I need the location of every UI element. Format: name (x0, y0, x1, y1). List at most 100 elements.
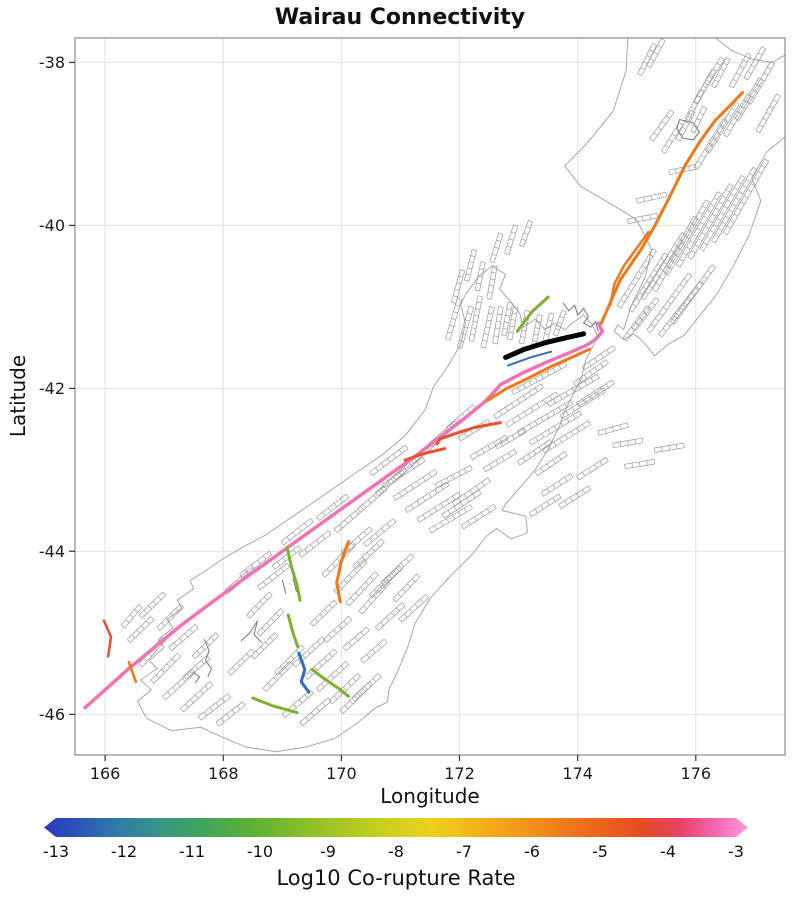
background-fault (416, 492, 462, 523)
plot-border (74, 37, 786, 756)
background-fault (624, 459, 656, 470)
background-fault (351, 673, 382, 702)
background-fault (705, 101, 740, 154)
otago-green-3-trace (310, 667, 350, 698)
background-fault (612, 437, 644, 449)
background-fault (687, 183, 734, 260)
wairau-source-black-trace (503, 331, 587, 360)
colorbar-tick-label: -4 (660, 842, 676, 861)
colorbar-tick-label: -3 (728, 842, 744, 861)
background-fault (546, 373, 600, 407)
colorbar-tick-label: -10 (246, 842, 274, 861)
background-fault (755, 93, 781, 134)
background-fault (375, 469, 406, 497)
background-fault (675, 191, 722, 268)
background-fault (480, 306, 495, 349)
north-island-east-branch-trace (608, 230, 650, 307)
background-fault (722, 158, 770, 236)
background-fault (183, 655, 211, 680)
background-fault (469, 434, 509, 460)
background-fault (345, 571, 379, 607)
coastline (136, 265, 598, 753)
x-tick-label: 172 (444, 764, 475, 783)
background-fault (162, 669, 196, 700)
y-axis-label: Latitude (6, 354, 30, 438)
otago-green-1-trace (285, 545, 302, 602)
colorbar-label: Log10 Co-rupture Rate (276, 866, 516, 890)
background-fault (445, 297, 463, 341)
background-fault (699, 175, 746, 252)
background-fault (215, 701, 246, 727)
background-fault (464, 248, 477, 282)
background-fault (256, 608, 285, 637)
background-fault (658, 280, 704, 338)
lake-outline (292, 578, 297, 593)
background-fault (711, 56, 731, 89)
background-fault (558, 485, 591, 509)
background-fault (197, 693, 231, 721)
background-fault (504, 224, 519, 255)
below-source-blue-trace (507, 350, 553, 367)
background-fault (398, 594, 429, 623)
hope-red-trace (435, 421, 502, 446)
north-island-east-main-trace (599, 91, 744, 325)
x-ticks: 166 168 170 172 174 176 (90, 755, 711, 783)
background-fault (299, 697, 332, 727)
background-fault (711, 166, 758, 244)
fiordland-orange-trace (127, 660, 138, 683)
background-fault (702, 56, 725, 89)
background-fault (316, 493, 349, 521)
lake-outline (562, 302, 599, 332)
x-tick-label: 168 (208, 764, 239, 783)
background-fault (310, 599, 338, 627)
background-fault (552, 309, 567, 337)
background-fault-layer (120, 38, 781, 727)
background-fault (250, 632, 279, 660)
background-fault (369, 565, 403, 599)
mackenzie-orange-trace (335, 540, 350, 604)
otago-green-2-trace (286, 613, 300, 649)
colorbar-gradient (44, 818, 748, 837)
background-fault (150, 652, 181, 684)
background-fault (323, 616, 353, 643)
background-fault (120, 604, 143, 629)
nelson-green-trace (515, 295, 550, 333)
background-fault (646, 272, 693, 333)
background-fault (528, 410, 583, 446)
background-fault (511, 361, 568, 395)
background-fault (534, 451, 568, 477)
background-fault (653, 442, 685, 453)
colorbar-tick-label: -12 (110, 842, 138, 861)
background-fault (404, 481, 450, 513)
background-fault (428, 504, 473, 534)
highlighted-traces-layer (83, 91, 744, 715)
background-fault (298, 530, 332, 558)
x-tick-label: 170 (326, 764, 357, 783)
grid (75, 38, 785, 755)
awatere-orange-trace (485, 347, 591, 403)
background-fault (573, 359, 609, 387)
background-fault (246, 591, 273, 619)
colorbar-tick-label: -7 (456, 842, 472, 861)
background-fault (663, 199, 710, 276)
colorbar-tick-label: -9 (320, 842, 336, 861)
chart-title: Wairau Connectivity (274, 5, 526, 30)
background-fault (156, 603, 184, 631)
background-fault (528, 493, 562, 517)
background-fault (434, 465, 473, 489)
background-fault (262, 661, 294, 692)
background-fault (360, 638, 388, 664)
background-fault (743, 46, 767, 81)
otago-blue-trace (297, 651, 311, 694)
background-fault (280, 518, 314, 546)
colorbar-tick-label: -13 (42, 842, 70, 861)
background-fault (507, 306, 519, 341)
y-tick-label: -46 (39, 705, 65, 724)
background-fault (646, 38, 666, 68)
background-fault (492, 306, 504, 345)
background-fault (363, 518, 397, 547)
x-axis-label: Longitude (380, 784, 480, 808)
background-fault (191, 632, 220, 660)
background-fault (631, 297, 660, 332)
